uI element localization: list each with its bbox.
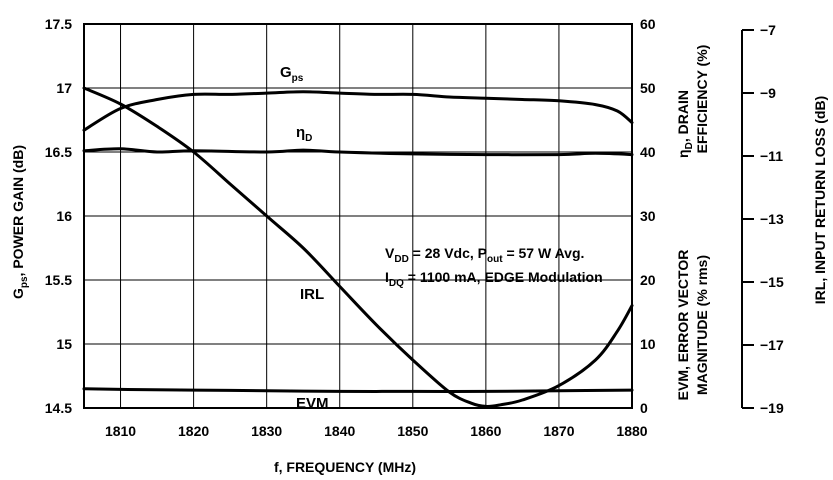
right-tick-label: 30 bbox=[640, 208, 656, 224]
irl-axis: −19 −17 −15 −13 −11 −9 −7 bbox=[741, 22, 784, 416]
x-tick-label: 1820 bbox=[178, 423, 209, 439]
irl-tick-label: −15 bbox=[760, 274, 784, 290]
right-tick-label: 40 bbox=[640, 144, 656, 160]
right-tick-label: 20 bbox=[640, 272, 656, 288]
right-tick-label: 50 bbox=[640, 80, 656, 96]
right-axis-title-evm-2: MAGNITUDE (% rms) bbox=[694, 255, 710, 395]
grid bbox=[84, 24, 632, 408]
left-tick-label: 15 bbox=[56, 336, 72, 352]
x-tick-label: 1840 bbox=[324, 423, 355, 439]
irl-series-label: IRL bbox=[300, 286, 324, 303]
left-tick-label: 16.5 bbox=[45, 144, 72, 160]
series-layer bbox=[82, 86, 634, 408]
irl-axis-title: IRL, INPUT RETURN LOSS (dB) bbox=[812, 96, 828, 304]
irl-tick-label: −19 bbox=[760, 400, 784, 416]
x-tick-label: 1810 bbox=[105, 423, 136, 439]
evm-series-label: EVM bbox=[296, 395, 329, 412]
evm-series-line bbox=[82, 387, 634, 393]
left-axis-title: Gps, POWER GAIN (dB) bbox=[10, 145, 30, 299]
d-series-line bbox=[82, 147, 634, 157]
right-tick-label: 0 bbox=[640, 400, 648, 416]
irl-tick-label: −17 bbox=[760, 337, 784, 353]
right-tick-label: 60 bbox=[640, 16, 656, 32]
gps-series-line bbox=[82, 90, 634, 132]
right-axis-title-evm-1: EVM, ERROR VECTOR bbox=[675, 250, 691, 401]
x-tick-label: 1880 bbox=[616, 423, 647, 439]
x-tick-label: 1870 bbox=[543, 423, 574, 439]
tick-labels: 1810 1820 1830 1840 1850 1860 1870 1880 14.5 15 15… bbox=[45, 16, 656, 439]
plot-frame bbox=[83, 23, 633, 409]
left-tick-label: 15.5 bbox=[45, 272, 72, 288]
irl-tick-label: −7 bbox=[760, 22, 776, 38]
x-tick-label: 1850 bbox=[397, 423, 428, 439]
right-tick-label: 10 bbox=[640, 336, 656, 352]
x-tick-label: 1860 bbox=[470, 423, 501, 439]
left-tick-label: 14.5 bbox=[45, 400, 72, 416]
x-axis-title: f, FREQUENCY (MHz) bbox=[274, 459, 416, 475]
conditions-line-2: IDQ = 1100 mA, EDGE Modulation bbox=[385, 269, 603, 289]
left-tick-label: 16 bbox=[56, 208, 72, 224]
left-tick-label: 17.5 bbox=[45, 16, 72, 32]
eta-series-label: ηD bbox=[296, 124, 312, 144]
gps-series-label: Gps bbox=[280, 64, 304, 84]
irl-tick-label: −13 bbox=[760, 211, 784, 227]
x-tick-label: 1830 bbox=[251, 423, 282, 439]
irl-tick-label: −11 bbox=[760, 148, 783, 164]
irl-tick-label: −9 bbox=[760, 85, 776, 101]
left-tick-label: 17 bbox=[56, 80, 72, 96]
right-axis-title-drain-1: ηD, DRAIN bbox=[675, 90, 695, 158]
right-axis-title-drain-2: EFFICIENCY (%) bbox=[694, 45, 710, 154]
conditions-line-1: VDD = 28 Vdc, Pout = 57 W Avg. bbox=[385, 245, 584, 265]
irl-series-line bbox=[82, 86, 634, 408]
